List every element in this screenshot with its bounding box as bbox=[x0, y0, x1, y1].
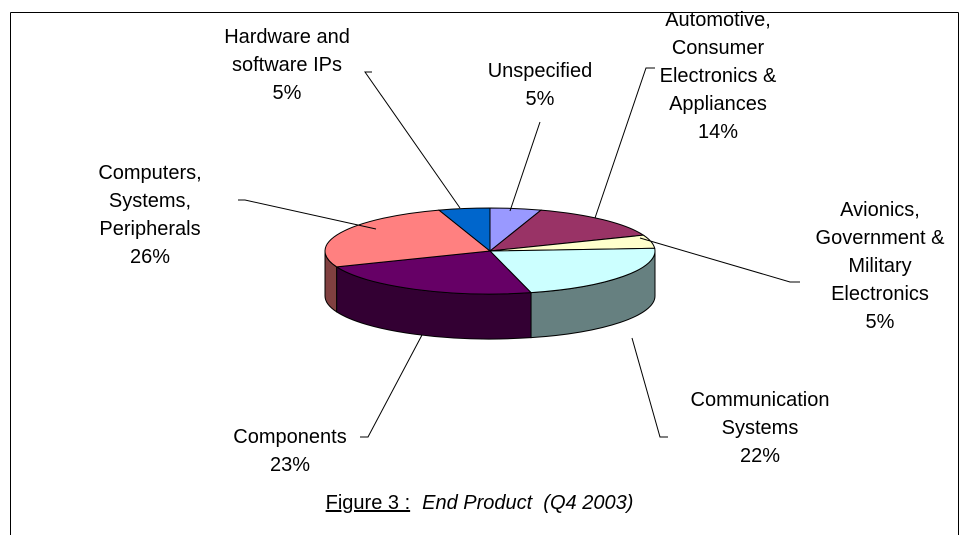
pie-slice bbox=[437, 207, 491, 253]
category-label: Computers, Systems, Peripherals bbox=[98, 162, 202, 240]
value-label: 22% bbox=[739, 445, 781, 467]
leader-line bbox=[360, 334, 423, 438]
slice-label: Automotive, Consumer Electronics & Appli… bbox=[588, 6, 848, 146]
figure-number: Figure 3 : bbox=[325, 492, 411, 514]
slice-label: Computers, Systems, Peripherals 26% bbox=[20, 159, 280, 271]
slice-label: Components 23% bbox=[160, 423, 420, 479]
category-label: Automotive, Consumer Electronics & Appli… bbox=[659, 9, 777, 115]
pie-slice bbox=[335, 250, 533, 295]
slice-label: Hardware and software IPs 5% bbox=[157, 23, 417, 107]
category-label: Avionics, Government & Military Electron… bbox=[815, 199, 945, 305]
category-label: Components bbox=[233, 426, 347, 448]
value-label: 5% bbox=[865, 311, 895, 333]
pie-slice bbox=[488, 247, 656, 294]
pie bbox=[324, 207, 656, 340]
value-label: 23% bbox=[269, 454, 311, 476]
value-label: 26% bbox=[129, 246, 171, 268]
leader-line bbox=[364, 71, 461, 209]
category-label: Hardware and software IPs bbox=[224, 26, 350, 76]
leader-lines bbox=[238, 67, 800, 438]
leader-line bbox=[639, 237, 800, 283]
leader-line bbox=[594, 67, 655, 219]
leader-line bbox=[631, 337, 668, 438]
slice-label: Communication Systems 22% bbox=[630, 386, 890, 470]
category-label: Communication Systems bbox=[690, 389, 830, 439]
pie-slice bbox=[324, 209, 492, 268]
chart-title: Figure 3 : End Product (Q4 2003) bbox=[0, 492, 959, 515]
slice-label: Unspecified 5% bbox=[410, 57, 670, 113]
leader-line bbox=[509, 121, 541, 212]
slice-label: Avionics, Government & Military Electron… bbox=[750, 196, 959, 336]
leader-line bbox=[238, 199, 377, 230]
value-label: 5% bbox=[272, 82, 302, 104]
pie-slice bbox=[488, 209, 645, 252]
value-label: 5% bbox=[525, 88, 555, 110]
category-label: Unspecified bbox=[487, 60, 593, 82]
value-label: 14% bbox=[697, 121, 739, 143]
title-text: End Product (Q4 2003) bbox=[422, 492, 634, 514]
